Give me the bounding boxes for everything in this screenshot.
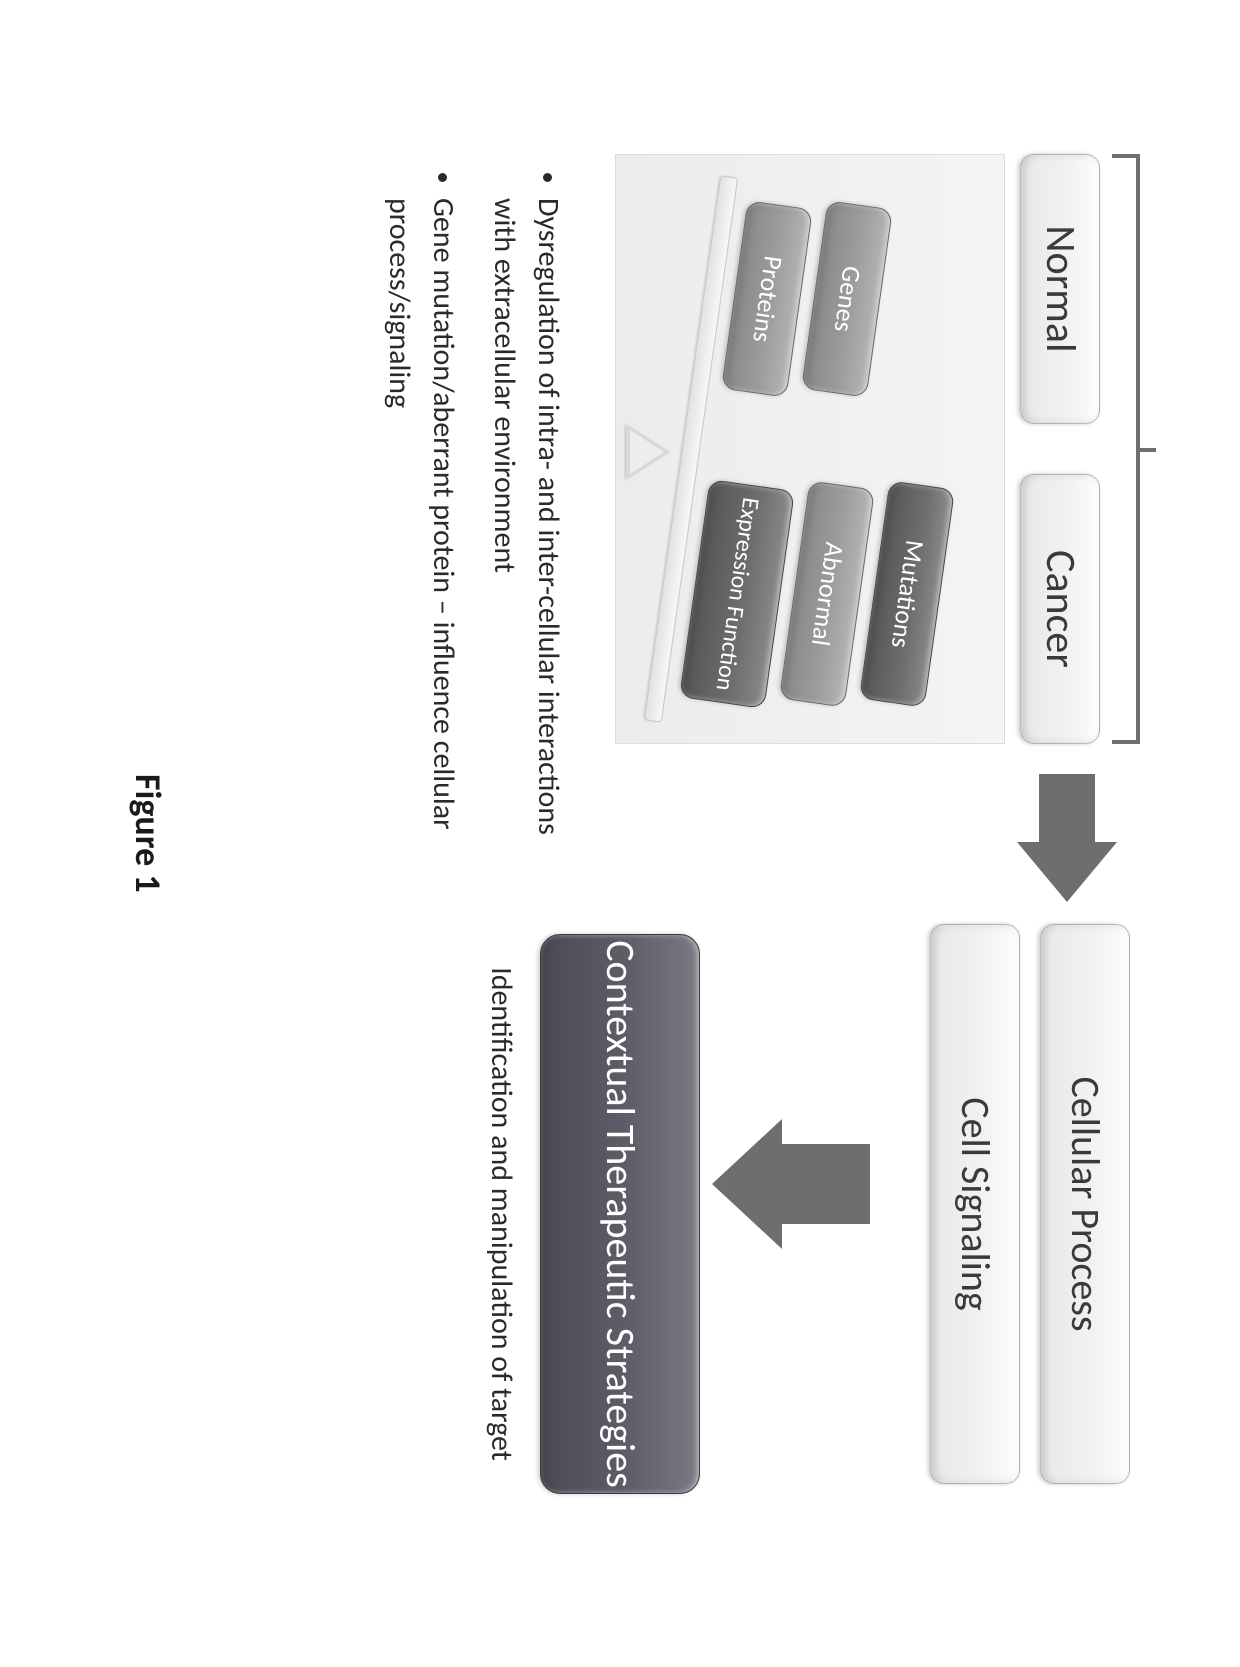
strategy-caption: Identification and manipulation of targe…	[483, 954, 520, 1474]
bullet-list: Dysregulation of intra- and inter-cellul…	[360, 164, 570, 864]
box-cell-signaling: Cell Signaling	[930, 924, 1020, 1484]
bullet-item: Gene mutation/aberrant protein – influen…	[378, 198, 465, 864]
box-cellular-process: Cellular Process	[1040, 924, 1130, 1484]
box-normal: Normal	[1020, 154, 1100, 424]
seesaw-fulcrum	[626, 424, 670, 480]
box-cancer: Cancer	[1020, 474, 1100, 744]
bullet-item: Dysregulation of intra- and inter-cellul…	[483, 198, 570, 864]
bracket	[1112, 154, 1140, 744]
bracket-stem	[1138, 448, 1156, 452]
diagram-canvas: Normal Cancer Genes Proteins Mutations A…	[70, 84, 1170, 1584]
box-strategy: Contextual Therapeutic Strategies	[540, 934, 700, 1494]
figure-label: Figure 1	[126, 774, 170, 893]
